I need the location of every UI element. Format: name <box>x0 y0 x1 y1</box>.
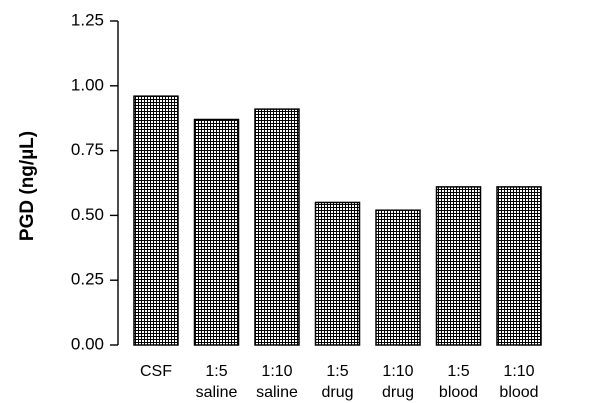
x-tick-label: saline <box>256 384 298 401</box>
x-tick-label: CSF <box>140 363 172 380</box>
x-tick-label: 1:10 <box>261 363 292 380</box>
y-tick-label: 0.00 <box>71 334 104 353</box>
x-tick-label: 1:10 <box>503 363 534 380</box>
bar <box>193 118 240 346</box>
y-axis-title: PGD (ng/µL) <box>17 131 38 241</box>
bar <box>435 186 482 346</box>
bar <box>254 108 300 346</box>
bar <box>314 201 361 346</box>
x-tick-label: drug <box>382 384 414 401</box>
x-axis-labels: CSF 1:5 saline 1:10 saline 1:5 drug 1:10 drug 1:5… <box>140 363 539 401</box>
x-tick-label: saline <box>196 384 238 401</box>
bar <box>375 209 421 346</box>
y-tick-label: 1.25 <box>71 10 104 29</box>
x-tick-label: 1:5 <box>447 363 469 380</box>
x-tick-label: blood <box>439 384 478 401</box>
y-tick-label: 0.50 <box>71 205 104 224</box>
x-tick-label: 1:10 <box>382 363 413 380</box>
bars <box>133 95 542 346</box>
y-tick-label: 0.25 <box>71 270 104 289</box>
y-tick-label: 1.00 <box>71 75 104 94</box>
x-tick-label: 1:5 <box>205 363 227 380</box>
x-tick-label: 1:5 <box>326 363 348 380</box>
y-tick-label: 0.75 <box>71 140 104 159</box>
x-tick-label: drug <box>321 384 353 401</box>
y-axis: 0.00 0.25 0.50 0.75 1.00 1.25 <box>71 10 119 353</box>
bar <box>133 95 179 346</box>
bar <box>496 186 542 346</box>
x-tick-label: blood <box>499 384 538 401</box>
